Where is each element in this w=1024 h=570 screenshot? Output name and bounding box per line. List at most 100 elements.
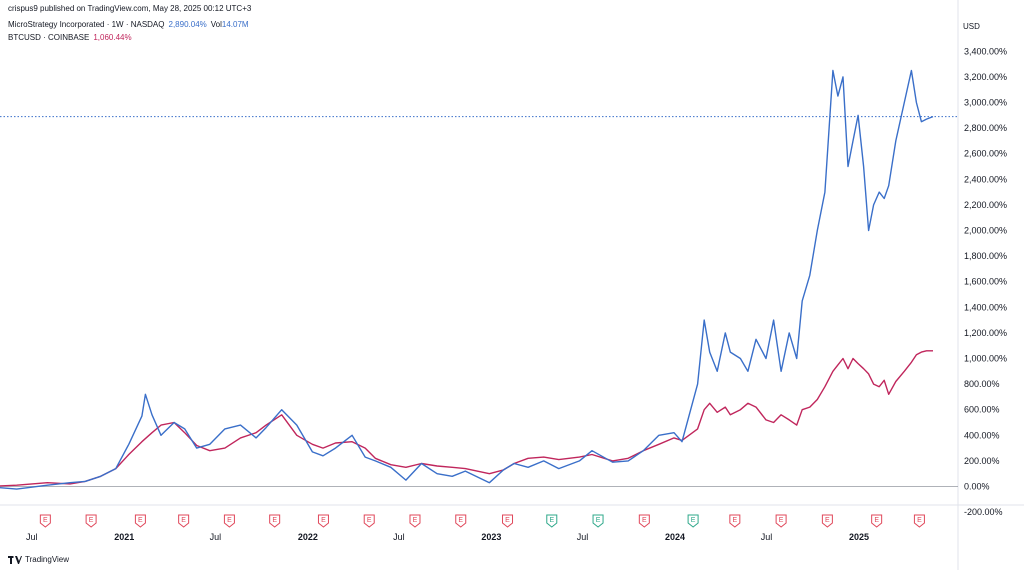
earnings-label: E: [733, 517, 738, 524]
series-line-mstr: [0, 69, 934, 490]
earnings-label: E: [89, 517, 94, 524]
y-tick-label: 2,200.00%: [964, 200, 1007, 210]
y-tick-label: 3,000.00%: [964, 98, 1007, 108]
earnings-badge: [455, 514, 467, 528]
earnings-badge: [85, 514, 97, 528]
earnings-label: E: [779, 517, 784, 524]
earnings-badge: [502, 514, 514, 528]
earnings-label: E: [549, 517, 554, 524]
y-tick-label: -200.00%: [964, 507, 1003, 517]
x-tick-label: 2022: [298, 532, 318, 542]
legend-row-mstr[interactable]: MicroStrategy Incorporated · 1W · NASDAQ…: [8, 18, 249, 31]
y-tick-label: 1,800.00%: [964, 251, 1007, 261]
x-tick-label: Jul: [210, 532, 222, 542]
legend-row-btc[interactable]: BTCUSD · COINBASE 1,060.44%: [8, 31, 249, 44]
legend-volume: Vol14.07M: [211, 20, 249, 29]
y-tick-label: 200.00%: [964, 456, 1000, 466]
earnings-marker: E: [134, 514, 146, 528]
x-tick-label: 2024: [665, 532, 685, 542]
earnings-label: E: [825, 517, 830, 524]
earnings-badge: [546, 514, 558, 528]
earnings-badge: [317, 514, 329, 528]
tradingview-logo-icon: [8, 555, 22, 564]
earnings-badge: [363, 514, 375, 528]
earnings-marker: E: [223, 514, 235, 528]
earnings-label: E: [367, 517, 372, 524]
y-tick-label: 2,000.00%: [964, 226, 1007, 236]
earnings-marker: E: [592, 514, 604, 528]
earnings-badge: [178, 514, 190, 528]
earnings-label: E: [874, 517, 879, 524]
tradingview-branding[interactable]: TradingView: [8, 555, 69, 564]
earnings-label: E: [917, 517, 922, 524]
x-axis: Jul 2021 Jul 2022 Jul 2023 Jul 2024 Jul 2025: [26, 532, 869, 542]
earnings-marker: E: [913, 514, 925, 528]
earnings-label: E: [505, 517, 510, 524]
earnings-badge: [134, 514, 146, 528]
x-tick-label: Jul: [761, 532, 773, 542]
y-tick-label: 3,200.00%: [964, 72, 1007, 82]
series-line-btcusd: [0, 350, 933, 487]
branding-name: TradingView: [25, 555, 70, 564]
y-tick-label: 1,200.00%: [964, 328, 1007, 338]
y-tick-label: 400.00%: [964, 430, 1000, 440]
y-tick-label: 1,600.00%: [964, 277, 1007, 287]
y-tick-label: 3,400.00%: [964, 46, 1007, 56]
earnings-marker: E: [729, 514, 741, 528]
earnings-marker: E: [178, 514, 190, 528]
legend-btc-value: 1,060.44%: [93, 33, 132, 42]
earnings-marker: E: [409, 514, 421, 528]
earnings-marker: E: [363, 514, 375, 528]
y-tick-label: 1,400.00%: [964, 302, 1007, 312]
earnings-marker: E: [455, 514, 467, 528]
earnings-label: E: [43, 517, 48, 524]
x-tick-label: Jul: [393, 532, 405, 542]
earnings-label: E: [272, 517, 277, 524]
y-tick-label: 2,800.00%: [964, 123, 1007, 133]
legend-mstr-label: MicroStrategy Incorporated · 1W · NASDAQ: [8, 20, 165, 29]
earnings-label: E: [691, 517, 696, 524]
earnings-badge: [821, 514, 833, 528]
x-tick-label: 2023: [481, 532, 501, 542]
earnings-badge: [687, 514, 699, 528]
x-tick-label: Jul: [26, 532, 38, 542]
earnings-marker: E: [821, 514, 833, 528]
earnings-label: E: [227, 517, 232, 524]
earnings-marker: E: [638, 514, 650, 528]
y-tick-label: 0.00%: [964, 482, 990, 492]
y-tick-label: 2,400.00%: [964, 174, 1007, 184]
earnings-badge: [39, 514, 51, 528]
earnings-badge: [871, 514, 883, 528]
publisher-line: crispus9 published on TradingView.com, M…: [8, 4, 252, 13]
earnings-badge: [269, 514, 281, 528]
earnings-label: E: [596, 517, 601, 524]
y-tick-label: 800.00%: [964, 379, 1000, 389]
earnings-label: E: [413, 517, 418, 524]
y-tick-label: 2,600.00%: [964, 149, 1007, 159]
earnings-badge: [775, 514, 787, 528]
earnings-marker: E: [871, 514, 883, 528]
x-tick-label: 2025: [849, 532, 869, 542]
legend-btc-label: BTCUSD · COINBASE: [8, 33, 90, 42]
earnings-badge: [223, 514, 235, 528]
earnings-label: E: [138, 517, 143, 524]
earnings-badge: [913, 514, 925, 528]
earnings-label: E: [458, 517, 463, 524]
legend-mstr-value: 2,890.04%: [168, 20, 207, 29]
legend-volume-value: 14.07M: [221, 20, 249, 29]
earnings-marker: E: [687, 514, 699, 528]
earnings-label: E: [642, 517, 647, 524]
y-tick-label: 600.00%: [964, 405, 1000, 415]
earnings-badge: [729, 514, 741, 528]
earnings-marker: E: [85, 514, 97, 528]
earnings-marker: E: [269, 514, 281, 528]
earnings-badge: [409, 514, 421, 528]
earnings-marker: E: [775, 514, 787, 528]
y-axis: -200.00% 0.00% 200.00% 400.00% 600.00% 800.00…: [964, 46, 1007, 517]
earnings-marker: E: [546, 514, 558, 528]
earnings-marker: E: [317, 514, 329, 528]
x-tick-label: Jul: [577, 532, 589, 542]
currency-label[interactable]: USD: [963, 22, 980, 31]
